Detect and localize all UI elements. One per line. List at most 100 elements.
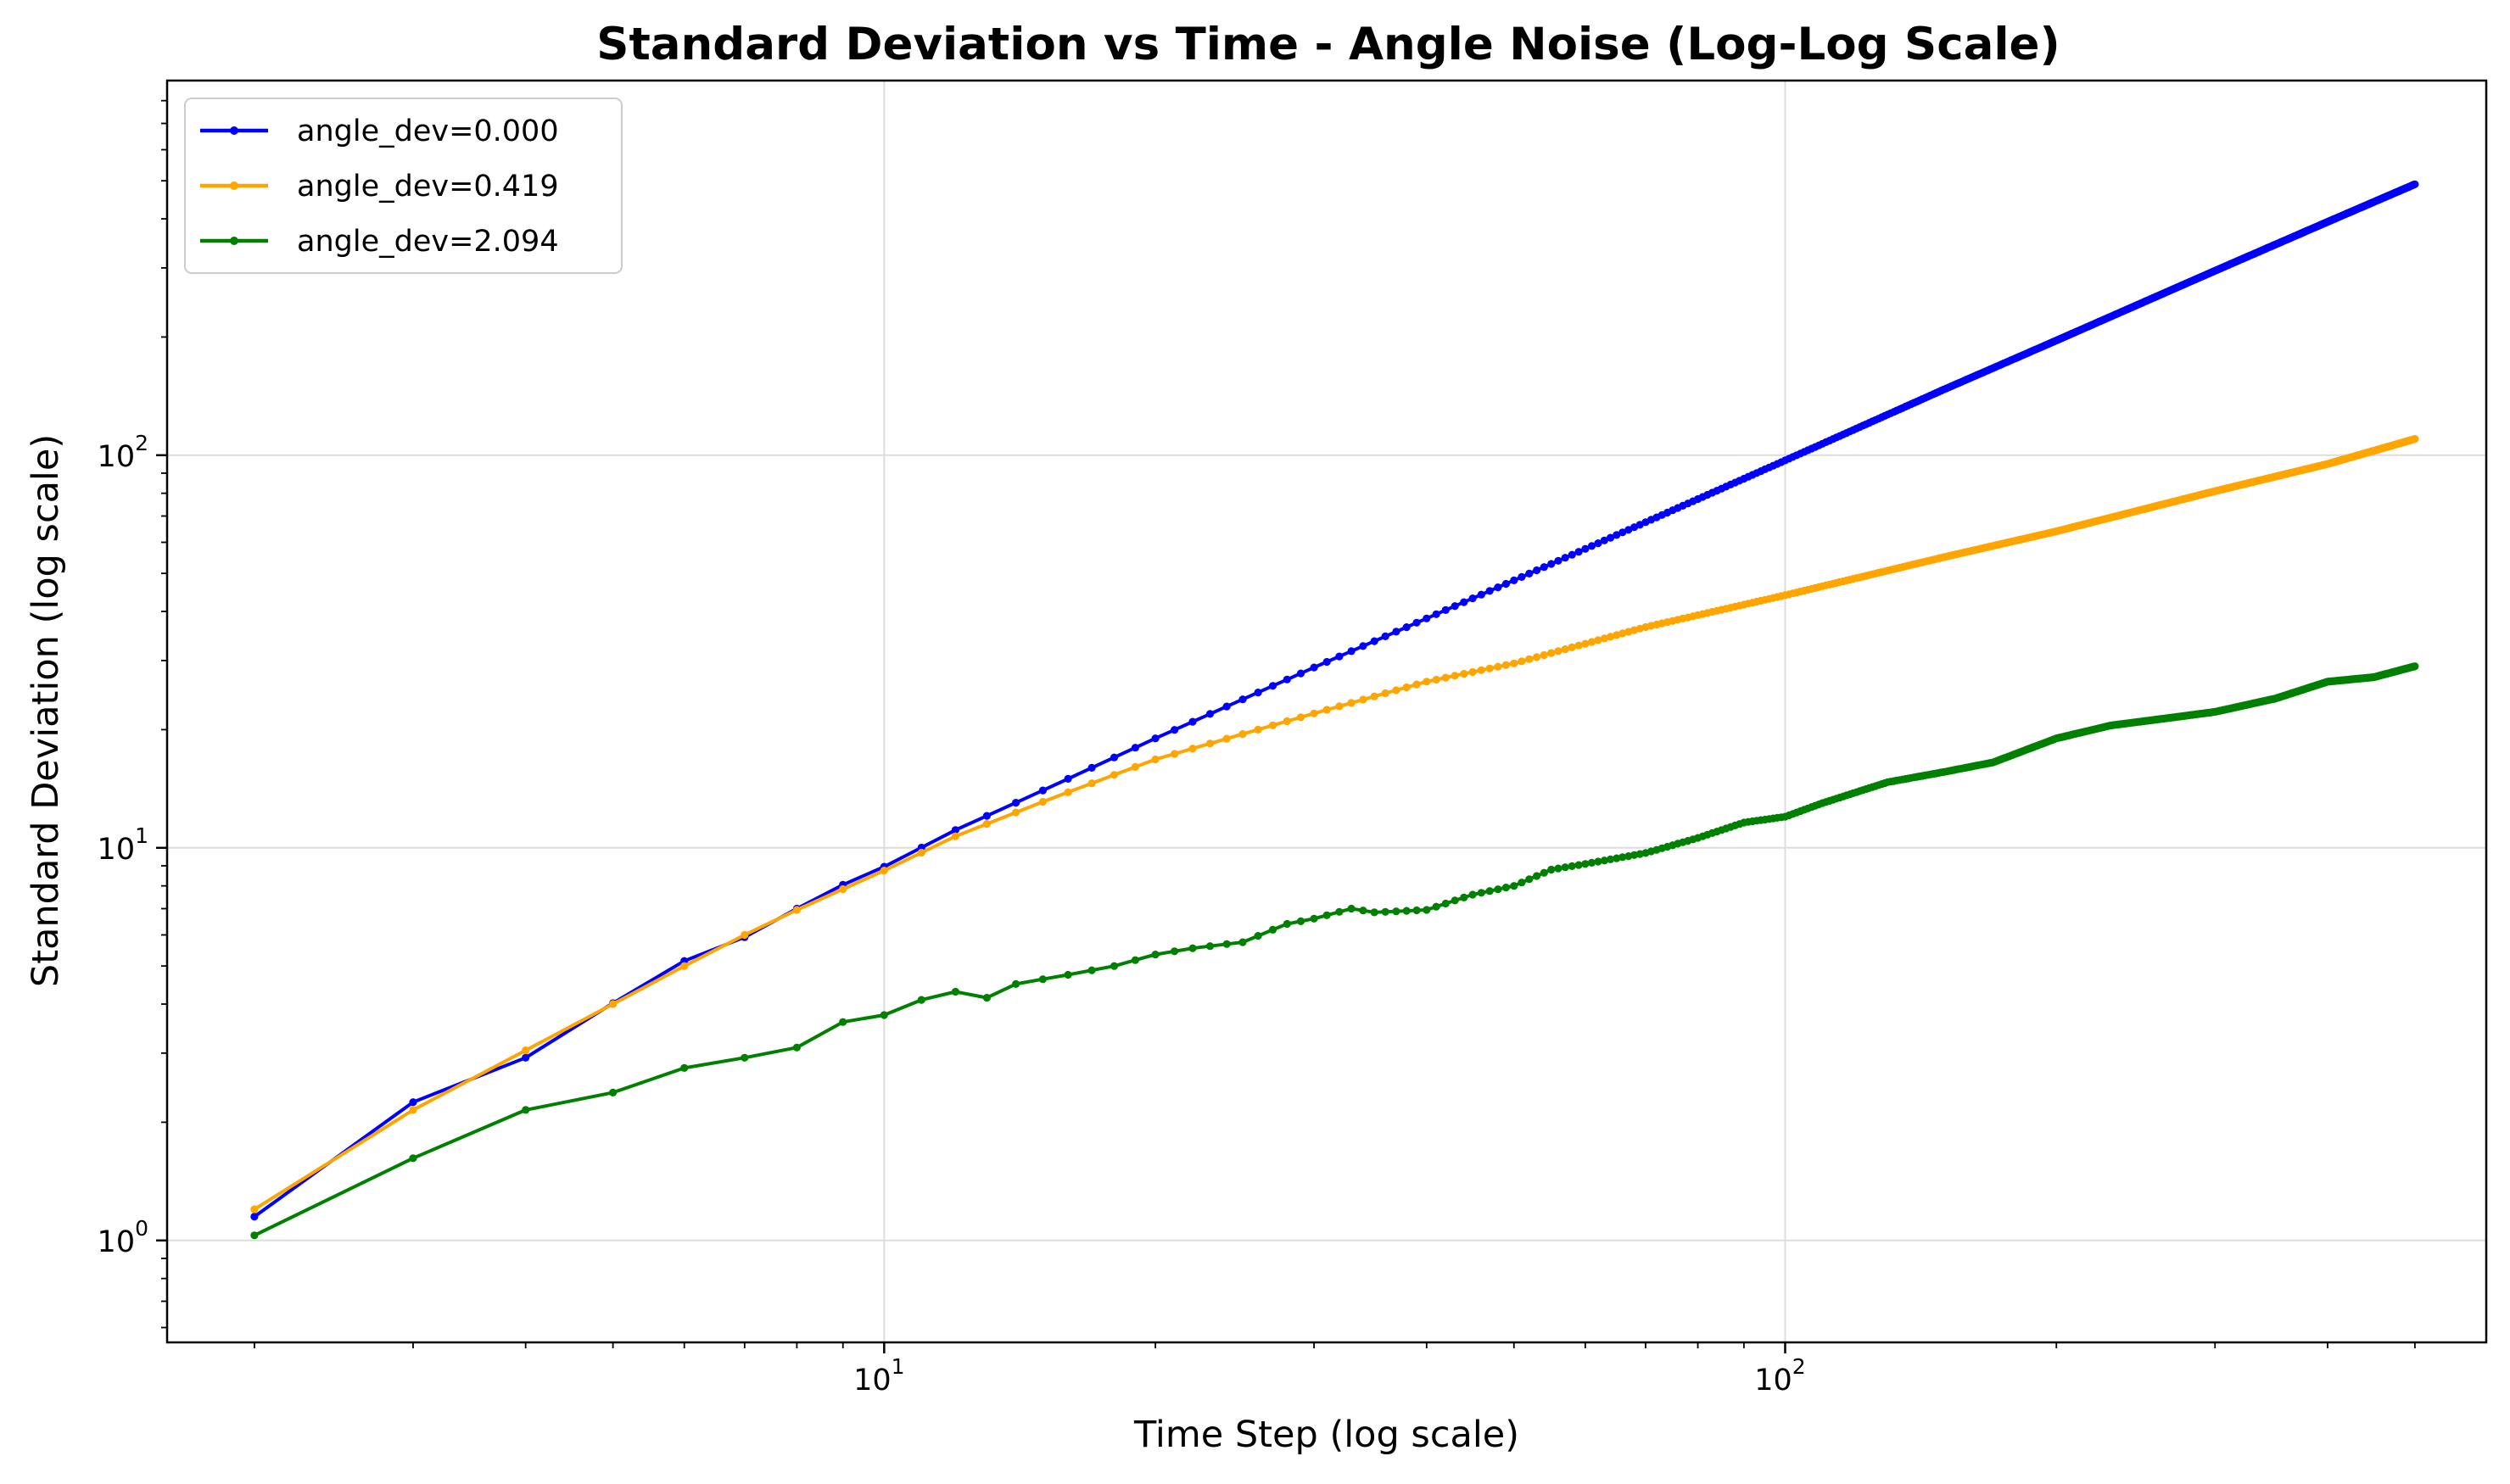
data-point xyxy=(1310,914,1318,923)
data-point xyxy=(1171,726,1179,734)
data-point xyxy=(1460,893,1468,901)
data-point xyxy=(1151,951,1160,959)
legend-marker xyxy=(230,181,238,190)
legend-marker xyxy=(230,237,238,245)
series-0 xyxy=(250,180,2419,1221)
data-point xyxy=(1412,680,1421,689)
data-point xyxy=(1618,528,1627,537)
data-point xyxy=(1131,956,1139,964)
x-tick-label: 101 xyxy=(853,1354,904,1398)
data-point xyxy=(1501,579,1510,589)
data-point xyxy=(409,1098,417,1107)
data-point xyxy=(1540,563,1548,572)
data-point xyxy=(1587,858,1596,868)
data-point xyxy=(1205,942,1215,951)
data-point xyxy=(1574,548,1583,556)
plot-frame xyxy=(165,79,2488,1344)
data-point xyxy=(2411,435,2419,444)
data-point xyxy=(839,1018,847,1026)
data-point xyxy=(409,1154,417,1163)
data-point xyxy=(1381,689,1389,698)
data-point xyxy=(1485,664,1494,672)
data-point xyxy=(1568,643,1576,652)
legend-entries: angle_dev=0.000 angle_dev=0.419 angle_dev=… xyxy=(200,114,559,259)
data-point xyxy=(1283,717,1291,726)
data-point xyxy=(1335,702,1344,711)
data-point xyxy=(741,930,749,940)
data-point xyxy=(1525,875,1534,884)
data-point xyxy=(1012,808,1020,817)
legend-label: angle_dev=2.094 xyxy=(297,225,559,259)
data-point xyxy=(1412,906,1421,915)
data-point xyxy=(1518,572,1526,582)
data-point xyxy=(1574,641,1583,650)
data-point xyxy=(1494,583,1502,592)
data-point xyxy=(409,1106,417,1114)
data-point xyxy=(1423,614,1431,622)
chart-title: Standard Deviation vs Time - Angle Noise… xyxy=(596,19,2060,70)
legend-entry: angle_dev=2.094 xyxy=(200,225,559,259)
data-point xyxy=(917,996,925,1004)
data-point xyxy=(1222,702,1231,711)
data-point xyxy=(1038,975,1047,984)
data-point xyxy=(1600,634,1608,643)
data-point xyxy=(1561,645,1569,654)
data-point xyxy=(1064,970,1072,979)
data-point xyxy=(1607,533,1615,542)
data-point xyxy=(1171,947,1179,956)
data-point xyxy=(1594,539,1602,548)
data-point xyxy=(1322,706,1331,714)
data-point xyxy=(250,1231,259,1240)
data-point xyxy=(1533,872,1541,880)
data-point xyxy=(250,1205,259,1213)
x-axis-ticks: 101 102 xyxy=(254,1342,2416,1398)
data-point xyxy=(522,1106,530,1114)
data-point xyxy=(1381,907,1389,916)
data-point xyxy=(250,1213,259,1221)
data-point xyxy=(1254,725,1262,734)
legend-box xyxy=(184,98,623,274)
data-point xyxy=(1310,663,1318,672)
data-point xyxy=(1510,576,1518,585)
data-point xyxy=(1359,695,1367,704)
data-point xyxy=(680,962,689,970)
data-point xyxy=(1494,885,1502,894)
data-point xyxy=(1540,868,1548,877)
x-tick-label: 102 xyxy=(1754,1354,1805,1398)
data-point xyxy=(1581,639,1590,648)
data-point xyxy=(1618,629,1627,638)
data-point xyxy=(1613,531,1621,539)
data-point xyxy=(1110,753,1119,762)
data-point xyxy=(1296,669,1305,678)
data-point xyxy=(1477,590,1485,599)
data-point xyxy=(880,1011,888,1019)
data-point xyxy=(1525,569,1534,578)
data-point xyxy=(1038,786,1047,795)
data-point xyxy=(1477,889,1485,897)
data-point xyxy=(1347,647,1356,656)
data-point xyxy=(1518,879,1526,887)
data-point xyxy=(1151,734,1160,743)
data-point xyxy=(1600,856,1608,865)
data-point xyxy=(1501,661,1510,669)
data-point xyxy=(1322,911,1331,919)
data-point xyxy=(1402,623,1411,632)
data-point xyxy=(1254,689,1262,697)
data-point xyxy=(680,1063,689,1072)
data-point xyxy=(1412,618,1421,627)
data-point xyxy=(1012,979,1020,988)
data-point xyxy=(1296,713,1305,722)
data-point xyxy=(1238,938,1247,946)
data-point xyxy=(1370,692,1378,700)
data-point xyxy=(2411,180,2419,188)
data-point xyxy=(1568,862,1576,870)
data-point xyxy=(1554,647,1562,656)
data-point xyxy=(1485,887,1494,895)
data-point xyxy=(1587,638,1596,646)
legend-label: angle_dev=0.000 xyxy=(297,114,559,148)
data-point xyxy=(1222,940,1231,948)
data-point xyxy=(1441,899,1450,908)
data-point xyxy=(1533,653,1541,661)
data-point xyxy=(1335,907,1344,916)
